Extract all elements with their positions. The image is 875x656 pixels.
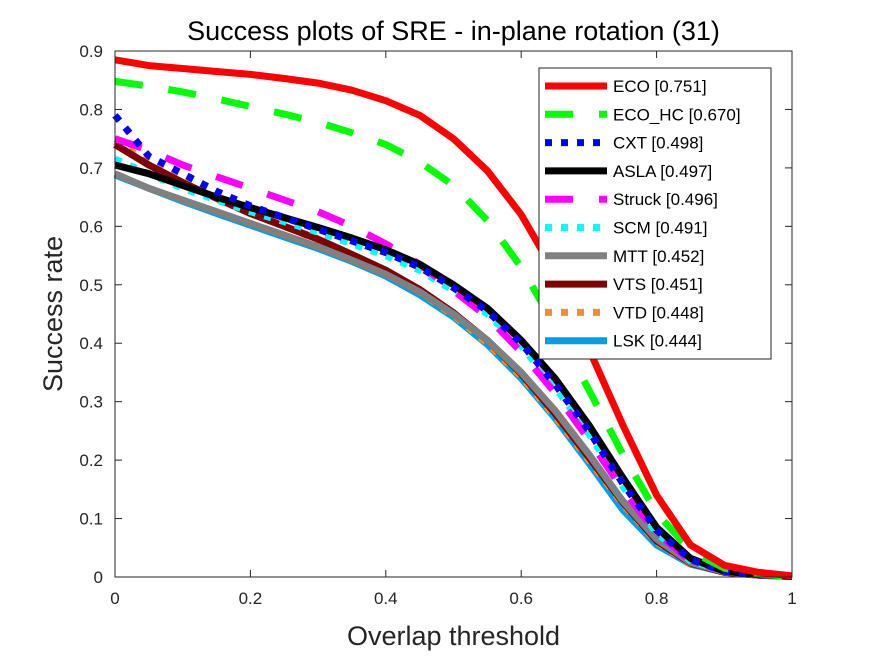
y-tick-label: 0.7	[79, 159, 103, 178]
x-tick-label: 0	[110, 589, 119, 608]
legend-label: ASLA [0.497]	[613, 162, 712, 181]
x-axis-label: Overlap threshold	[347, 621, 560, 651]
y-tick-label: 0.6	[79, 217, 103, 236]
legend-label: VTS [0.451]	[613, 275, 703, 294]
legend-label: ECO [0.751]	[613, 77, 707, 96]
y-tick-label: 0.3	[79, 393, 103, 412]
y-tick-label: 0.9	[79, 42, 103, 61]
y-tick-label: 0.1	[79, 510, 103, 529]
series-line-cxt	[112, 113, 793, 580]
legend: ECO [0.751] ECO_HC [0.670] CXT [0.498] ASLA…	[538, 67, 772, 360]
series-line-eco-hc	[114, 77, 793, 580]
legend-item-mtt: MTT [0.452]	[545, 247, 704, 266]
y-tick-label: 0.8	[79, 100, 103, 119]
ticks-layer: 0 0.2 0.4 0.6 0.8 1 0 0.1 0.2 0.3 0.4 0.5 0.6 0.7 0.8 0…	[79, 42, 796, 608]
x-tick-label: 0.8	[645, 589, 669, 608]
y-tick-label: 0.4	[79, 334, 103, 353]
chart-title: Success plots of SRE - in-plane rotation…	[187, 16, 720, 46]
series-layer	[112, 56, 793, 580]
legend-label: LSK [0.444]	[613, 332, 702, 351]
legend-label: CXT [0.498]	[613, 134, 703, 153]
legend-item-vts: VTS [0.451]	[545, 275, 703, 294]
legend-item-cxt: CXT [0.498]	[545, 134, 703, 153]
legend-item-eco-hc: ECO_HC [0.670]	[545, 105, 741, 124]
legend-item-vtd: VTD [0.448]	[545, 303, 704, 322]
legend-item-scm: SCM [0.491]	[545, 219, 708, 238]
y-tick-label: 0.5	[79, 276, 103, 295]
x-tick-label: 0.6	[509, 589, 533, 608]
legend-label: ECO_HC [0.670]	[613, 105, 741, 124]
legend-item-struck: Struck [0.496]	[545, 190, 718, 209]
series-line-eco	[114, 56, 793, 580]
x-tick-label: 1	[787, 589, 796, 608]
y-tick-label: 0	[94, 568, 103, 587]
legend-label: Struck [0.496]	[613, 190, 718, 209]
legend-label: SCM [0.491]	[613, 219, 708, 238]
axes-frame	[114, 50, 793, 578]
y-tick-label: 0.2	[79, 451, 103, 470]
y-axis-label: Success rate	[38, 236, 68, 392]
legend-label: MTT [0.452]	[613, 247, 704, 266]
legend-item-eco: ECO [0.751]	[545, 77, 707, 96]
legend-label: VTD [0.448]	[613, 303, 704, 322]
x-tick-label: 0.4	[374, 589, 398, 608]
legend-item-lsk: LSK [0.444]	[545, 332, 702, 351]
legend-item-asla: ASLA [0.497]	[545, 162, 712, 181]
x-tick-label: 0.2	[239, 589, 263, 608]
